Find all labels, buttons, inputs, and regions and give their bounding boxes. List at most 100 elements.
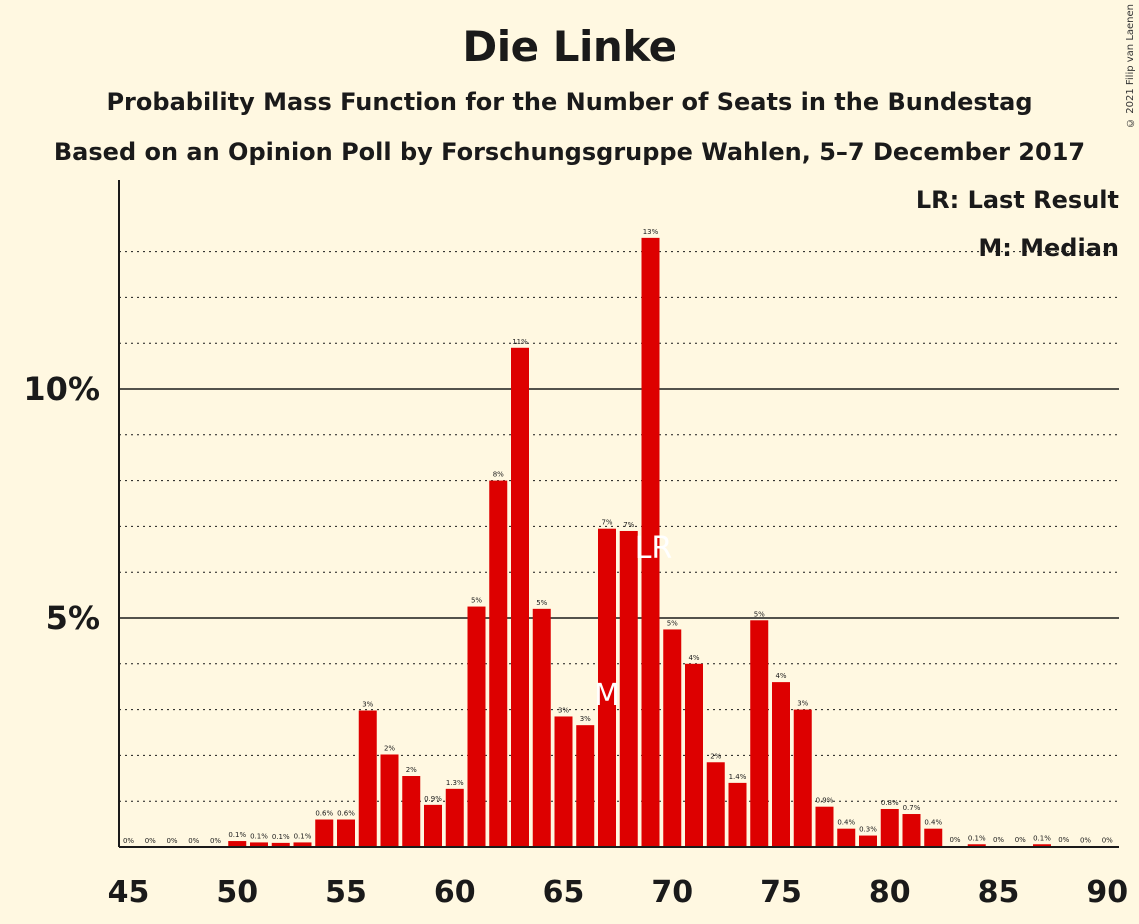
bar-seat-62 xyxy=(489,480,508,847)
data-label-seat-90: 0% xyxy=(1102,837,1113,845)
x-tick-label-85: 85 xyxy=(978,875,1020,910)
bar-seat-72 xyxy=(706,762,725,847)
bar-seat-80 xyxy=(880,808,899,847)
bar-seat-71 xyxy=(685,663,703,847)
bar-seat-56 xyxy=(358,710,377,847)
bar-seat-82 xyxy=(924,828,943,847)
data-label-seat-46: 0% xyxy=(145,837,156,845)
bar-seat-65 xyxy=(554,716,573,847)
x-tick-label-90: 90 xyxy=(1086,875,1128,910)
x-tick-label-65: 65 xyxy=(543,875,585,910)
bar-seat-78 xyxy=(837,828,856,847)
x-tick-label-60: 60 xyxy=(434,875,476,910)
data-label-seat-63: 11% xyxy=(512,338,528,346)
data-label-seat-54: 0.6% xyxy=(315,810,333,818)
chart-subtitle: Probability Mass Function for the Number… xyxy=(106,88,1033,116)
data-label-seat-48: 0% xyxy=(188,837,199,845)
bar-seat-69 xyxy=(641,237,660,848)
legend-last-result: LR: Last Result xyxy=(915,186,1119,214)
y-tick-label-10: 10% xyxy=(23,370,100,408)
bar-seat-68 xyxy=(619,530,638,847)
x-tick-label-70: 70 xyxy=(651,875,693,910)
bar-seat-51 xyxy=(250,842,268,847)
grid-lines xyxy=(119,251,1119,802)
bar-seat-74 xyxy=(750,620,769,847)
x-tick-label-55: 55 xyxy=(325,875,367,910)
data-label-seat-75: 4% xyxy=(775,672,786,680)
data-label-seat-81: 0.7% xyxy=(903,804,921,812)
data-label-seat-56: 3% xyxy=(362,701,373,709)
data-label-seat-57: 2% xyxy=(384,744,395,752)
bar-seat-79 xyxy=(859,835,877,847)
bar-seat-50 xyxy=(228,841,247,847)
median-marker: M xyxy=(594,678,620,713)
data-label-seat-62: 8% xyxy=(493,471,504,479)
data-label-seat-86: 0% xyxy=(1015,836,1026,844)
bar-seat-53 xyxy=(293,842,312,847)
data-label-seat-89: 0% xyxy=(1080,837,1091,845)
bar-seat-73 xyxy=(728,782,747,847)
data-label-seat-59: 0.9% xyxy=(424,795,442,803)
data-label-seat-85: 0% xyxy=(993,836,1004,844)
data-label-seat-61: 5% xyxy=(471,597,482,605)
x-tick-label-75: 75 xyxy=(760,875,802,910)
data-label-seat-83: 0% xyxy=(949,836,960,844)
data-label-seat-66: 3% xyxy=(580,715,591,723)
data-label-seat-72: 2% xyxy=(710,752,721,760)
data-label-seat-76: 3% xyxy=(797,700,808,708)
data-label-seat-49: 0% xyxy=(210,837,221,845)
bar-seat-64 xyxy=(532,608,551,847)
legend-median: M: Median xyxy=(978,234,1119,262)
bar-seat-77 xyxy=(815,806,834,847)
data-labels: 0% 0% 0% 0% 0% 0.1% 0.1% 0.1% 0.1% 0.6% 0.6% 3% 2% 2%… xyxy=(123,228,1113,845)
bar-seat-55 xyxy=(337,819,355,847)
bars xyxy=(228,237,1117,848)
bar-seat-58 xyxy=(402,776,421,847)
data-label-seat-68: 7% xyxy=(623,521,634,529)
data-label-seat-45: 0% xyxy=(123,837,134,845)
bar-seat-61 xyxy=(467,606,486,847)
bar-seat-57 xyxy=(380,754,399,847)
bar-seat-76 xyxy=(793,709,812,847)
data-label-seat-70: 5% xyxy=(667,619,678,627)
data-label-seat-67: 7% xyxy=(601,519,612,527)
data-label-seat-80: 0.8% xyxy=(881,799,899,807)
bar-seat-63 xyxy=(511,347,529,847)
x-tick-label-50: 50 xyxy=(216,875,258,910)
data-label-seat-87: 0.1% xyxy=(1033,834,1051,842)
bar-seat-66 xyxy=(576,725,595,847)
chart-title: Die Linke xyxy=(462,22,677,71)
data-label-seat-79: 0.3% xyxy=(859,826,877,834)
data-label-seat-58: 2% xyxy=(406,766,417,774)
last-result-marker: LR xyxy=(635,531,673,566)
data-label-seat-55: 0.6% xyxy=(337,810,355,818)
data-label-seat-47: 0% xyxy=(166,837,177,845)
bar-seat-59 xyxy=(424,804,442,847)
bar-seat-70 xyxy=(663,629,682,847)
bar-seat-54 xyxy=(315,819,334,847)
bar-seat-87 xyxy=(1033,844,1051,847)
axes: 45 50 55 60 65 70 75 80 85 90 5% 10% xyxy=(23,180,1128,910)
data-label-seat-78: 0.4% xyxy=(837,819,855,827)
data-label-seat-52: 0.1% xyxy=(272,833,290,841)
data-label-seat-60: 1.3% xyxy=(446,779,464,787)
x-tick-label-45: 45 xyxy=(108,875,150,910)
bar-seat-84 xyxy=(967,844,986,847)
bar-seat-67 xyxy=(598,528,616,847)
data-label-seat-71: 4% xyxy=(688,654,699,662)
data-label-seat-50: 0.1% xyxy=(228,831,246,839)
bar-seat-75 xyxy=(772,682,790,847)
x-tick-label-80: 80 xyxy=(869,875,911,910)
bar-seat-81 xyxy=(902,814,921,847)
data-label-seat-73: 1.4% xyxy=(729,773,747,781)
data-label-seat-53: 0.1% xyxy=(294,832,312,840)
data-label-seat-77: 0.9% xyxy=(816,797,834,805)
data-label-seat-88: 0% xyxy=(1058,836,1069,844)
data-label-seat-74: 5% xyxy=(754,610,765,618)
data-label-seat-51: 0.1% xyxy=(250,832,268,840)
bar-seat-60 xyxy=(445,788,464,847)
data-label-seat-84: 0.1% xyxy=(968,834,986,842)
data-label-seat-82: 0.4% xyxy=(924,819,942,827)
data-label-seat-69: 13% xyxy=(643,228,659,236)
